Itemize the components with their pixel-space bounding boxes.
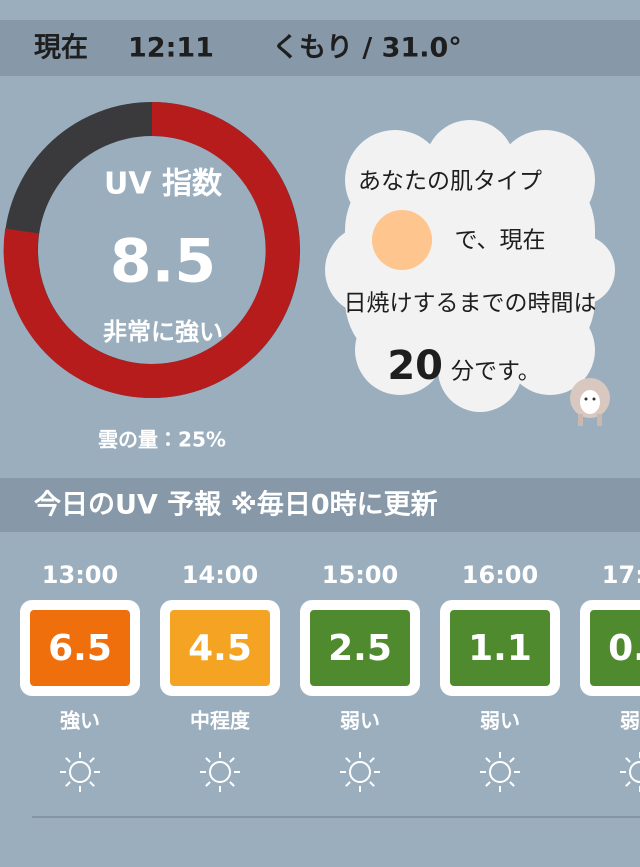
sun-ray xyxy=(205,757,211,763)
uv-box xyxy=(30,610,130,686)
skin-type xyxy=(372,210,432,270)
header-weather: くもり / 31.0° xyxy=(272,33,462,64)
advice-line3: 日焼けするまでの時間は xyxy=(344,291,597,317)
sun-ray xyxy=(625,781,631,787)
forecast-level: 弱い xyxy=(620,709,640,733)
sun-ray xyxy=(65,757,71,763)
forecast-value: 6.5 xyxy=(48,628,112,669)
advice-line1: あなたの肌タイプ xyxy=(358,169,542,195)
uv-value: 8.5 xyxy=(110,227,216,297)
sun-core xyxy=(349,761,371,783)
uv-box xyxy=(450,610,550,686)
forecast-value: 0.6 xyxy=(608,628,640,669)
sun-ray xyxy=(369,781,375,787)
sun-core xyxy=(209,761,231,783)
sun-ray xyxy=(485,757,491,763)
header-label: 現在 xyxy=(34,33,88,64)
ring-arc xyxy=(3,102,300,398)
forecast-value: 1.1 xyxy=(468,628,532,669)
forecast-time: 15:00 xyxy=(322,561,398,589)
sun-ray xyxy=(205,781,211,787)
advice-suffix: 分です。 xyxy=(451,359,541,385)
sun-ray xyxy=(509,781,515,787)
forecast-level: 弱い xyxy=(340,709,380,733)
cloud-amount: 雲の量：25% xyxy=(98,428,226,452)
forecast-title: 今日のUV 予報 ※毎日0時に更新 xyxy=(34,490,438,521)
header-bar xyxy=(0,20,640,76)
sun-icon xyxy=(200,752,240,792)
sun-icon xyxy=(60,752,100,792)
forecast-level: 中程度 xyxy=(190,709,251,733)
sun-icon xyxy=(340,752,380,792)
uv-box xyxy=(310,610,410,686)
sun-ray xyxy=(345,781,351,787)
sun-icon xyxy=(480,752,520,792)
sun-ray xyxy=(89,781,95,787)
uv-level: 非常に強い xyxy=(103,318,223,346)
forecast-level: 強い xyxy=(60,709,100,733)
forecast-time: 17:00 xyxy=(602,561,640,589)
sun-ray xyxy=(229,781,235,787)
sun-ray xyxy=(369,757,375,763)
uv-box xyxy=(590,610,640,686)
sun-ray xyxy=(509,757,515,763)
uv-title: UV 指数 xyxy=(104,167,222,202)
sun-ray xyxy=(65,781,71,787)
sun-icon xyxy=(620,752,640,792)
advice-line2: で、現在 xyxy=(454,228,545,254)
advice-minutes: 20 xyxy=(387,343,443,389)
forecast-time: 16:00 xyxy=(462,561,538,589)
sun-core xyxy=(489,761,511,783)
ring-clip xyxy=(300,90,310,420)
sun-ray xyxy=(485,781,491,787)
sun-ray xyxy=(345,757,351,763)
sun-core xyxy=(69,761,91,783)
forecast-value: 2.5 xyxy=(328,628,392,669)
sun-ray xyxy=(89,757,95,763)
sun-ray xyxy=(625,757,631,763)
forecast-value: 4.5 xyxy=(188,628,252,669)
thought-cloud xyxy=(325,120,615,412)
forecast-level: 弱い xyxy=(480,709,520,733)
sun-ray xyxy=(229,757,235,763)
forecast-time: 14:00 xyxy=(182,561,258,589)
uv-ring xyxy=(3,102,300,398)
sheep-icon xyxy=(570,378,610,426)
forecast-bar xyxy=(0,478,640,532)
uv-box xyxy=(170,610,270,686)
sun-core xyxy=(629,761,640,783)
header-time: 12:11 xyxy=(128,33,214,64)
forecast-time: 13:00 xyxy=(42,561,118,589)
